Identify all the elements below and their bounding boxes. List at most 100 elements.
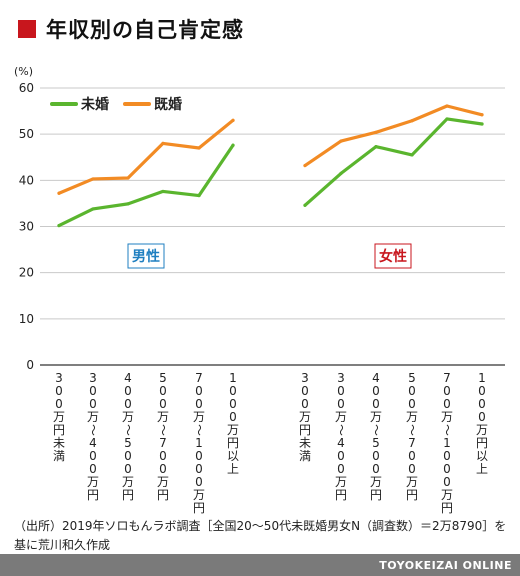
x-tick-label-0-5-char-0: 1	[229, 371, 237, 385]
x-tick-label-1-0-char-6: 満	[299, 449, 311, 463]
x-tick-label-1-4-char-5: 1	[443, 436, 451, 450]
x-tick-label-1-4-char-2: 0	[443, 397, 451, 411]
x-tick-label-0-2-char-4: 〜	[121, 424, 135, 436]
data-point-female-unmarried-3	[410, 153, 414, 157]
x-tick-label-1-2-char-5: 5	[372, 436, 380, 450]
x-tick-label-0-4-char-4: 〜	[192, 424, 206, 436]
y-tick-label-60: 60	[19, 81, 34, 95]
x-tick-label-1-5-char-6: 以	[476, 449, 488, 463]
x-tick-label-0-4-char-3: 万	[193, 410, 205, 424]
data-point-male-married-5	[231, 118, 235, 122]
x-tick-label-1-4-char-8: 0	[443, 475, 451, 489]
x-tick-label-1-5-char-5: 円	[476, 436, 488, 450]
y-tick-label-40: 40	[19, 173, 34, 187]
y-tick-label-10: 10	[19, 312, 34, 326]
series-line-female-married	[303, 104, 484, 168]
legend-label-1: 既婚	[154, 96, 182, 113]
x-tick-label-1-0-char-0: 3	[301, 371, 309, 385]
data-point-female-married-4	[445, 104, 449, 108]
x-tick-label-0-0-char-5: 未	[53, 436, 65, 450]
x-tick-label-1-2-char-2: 0	[372, 397, 380, 411]
x-tick-label-1-1-char-1: 0	[337, 384, 345, 398]
data-point-female-unmarried-0	[303, 203, 307, 207]
x-tick-label-1-3-char-2: 0	[408, 397, 416, 411]
x-tick-label-0-1-char-6: 0	[89, 449, 97, 463]
x-tick-label-0-4-char-6: 0	[195, 449, 203, 463]
y-unit-label: (%)	[14, 65, 33, 78]
y-tick-label-0: 0	[26, 358, 34, 372]
data-point-female-unmarried-1	[339, 171, 343, 176]
x-tick-label-0-4-char-1: 0	[195, 384, 203, 398]
x-tick-label-1-0-char-1: 0	[301, 384, 309, 398]
x-tick-label-0-3-char-8: 万	[157, 475, 169, 489]
x-tick-label-1-1-char-7: 0	[337, 462, 345, 476]
title-text: 年収別の自己肯定感	[46, 18, 244, 42]
x-tick-label-0-5-char-5: 円	[227, 436, 239, 450]
x-tick-label-0-3-char-3: 万	[157, 410, 169, 424]
data-point-male-unmarried-3	[161, 189, 165, 194]
footer-bar: TOYOKEIZAI ONLINE	[0, 554, 520, 576]
data-point-female-married-3	[410, 119, 414, 123]
x-tick-label-0-5-char-6: 以	[227, 449, 239, 463]
x-tick-label-1-1-char-2: 0	[337, 397, 345, 411]
x-tick-label-1-3-char-5: 7	[408, 436, 416, 450]
data-point-female-married-5	[480, 113, 484, 117]
x-tick-label-1-4-char-3: 万	[441, 410, 453, 424]
data-point-male-unmarried-2	[126, 202, 130, 206]
x-tick-label-0-3-char-7: 0	[159, 462, 167, 476]
x-tick-label-0-3-char-2: 0	[159, 397, 167, 411]
data-point-male-married-0	[57, 191, 61, 195]
data-point-male-unmarried-5	[231, 143, 235, 147]
x-tick-label-1-1-char-0: 3	[337, 371, 345, 385]
x-tick-label-0-0-char-2: 0	[55, 397, 63, 411]
x-tick-label-0-4-char-8: 0	[195, 475, 203, 489]
x-tick-label-1-2-char-4: 〜	[369, 424, 383, 436]
x-tick-label-1-3-char-7: 0	[408, 462, 416, 476]
data-point-male-married-4	[197, 146, 201, 150]
x-tick-label-1-1-char-4: 〜	[334, 424, 348, 436]
data-point-male-married-3	[161, 141, 165, 145]
x-tick-label-1-2-char-1: 0	[372, 384, 380, 398]
x-tick-label-0-2-char-1: 0	[124, 384, 132, 398]
x-tick-label-0-5-char-2: 0	[229, 397, 237, 411]
y-tick-label-50: 50	[19, 127, 34, 141]
x-tick-label-0-3-char-5: 7	[159, 436, 167, 450]
x-tick-label-0-0-char-1: 0	[55, 384, 63, 398]
data-point-male-unmarried-4	[197, 193, 201, 198]
title-square-icon	[18, 20, 36, 38]
x-tick-label-1-4-char-1: 0	[443, 384, 451, 398]
x-tick-label-0-4-char-0: 7	[195, 371, 203, 385]
series-line-male-married	[57, 118, 235, 195]
x-tick-label-0-2-char-9: 円	[122, 488, 134, 502]
data-point-male-unmarried-0	[57, 223, 61, 228]
x-tick-label-0-3-char-9: 円	[157, 488, 169, 502]
x-tick-label-1-4-char-7: 0	[443, 462, 451, 476]
x-tick-label-0-3-char-6: 0	[159, 449, 167, 463]
x-tick-label-0-1-char-1: 0	[89, 384, 97, 398]
x-tick-label-1-0-char-3: 万	[299, 410, 311, 424]
x-tick-label-1-3-char-4: 〜	[405, 424, 419, 436]
x-tick-label-1-0-char-2: 0	[301, 397, 309, 411]
x-tick-label-1-5-char-7: 上	[476, 462, 488, 476]
x-tick-label-1-5-char-3: 0	[478, 410, 486, 424]
chart-title: 年収別の自己肯定感	[18, 14, 244, 44]
x-tick-label-0-5-char-7: 上	[227, 462, 239, 476]
group-label-box-1	[374, 243, 412, 269]
x-tick-label-1-1-char-6: 0	[337, 449, 345, 463]
x-tick-label-0-1-char-5: 4	[89, 436, 97, 450]
legend-label-0: 未婚	[81, 96, 109, 113]
x-tick-label-0-2-char-3: 万	[122, 410, 134, 424]
x-tick-label-1-4-char-0: 7	[443, 371, 451, 385]
x-tick-label-1-5-char-0: 1	[478, 371, 486, 385]
data-point-male-married-1	[91, 177, 95, 181]
x-tick-label-1-3-char-6: 0	[408, 449, 416, 463]
x-tick-label-0-0-char-3: 万	[53, 410, 65, 424]
line-chart: 0102030405060(%)男性300万円未満300万〜400万円400万〜…	[14, 65, 505, 515]
x-tick-label-1-3-char-0: 5	[408, 371, 416, 385]
x-tick-label-1-5-char-2: 0	[478, 397, 486, 411]
x-tick-label-0-2-char-6: 0	[124, 449, 132, 463]
group-label-0: 男性	[132, 248, 160, 265]
x-tick-label-1-0-char-4: 円	[299, 423, 311, 437]
x-tick-label-0-0-char-6: 満	[53, 449, 65, 463]
x-tick-label-1-2-char-6: 0	[372, 449, 380, 463]
